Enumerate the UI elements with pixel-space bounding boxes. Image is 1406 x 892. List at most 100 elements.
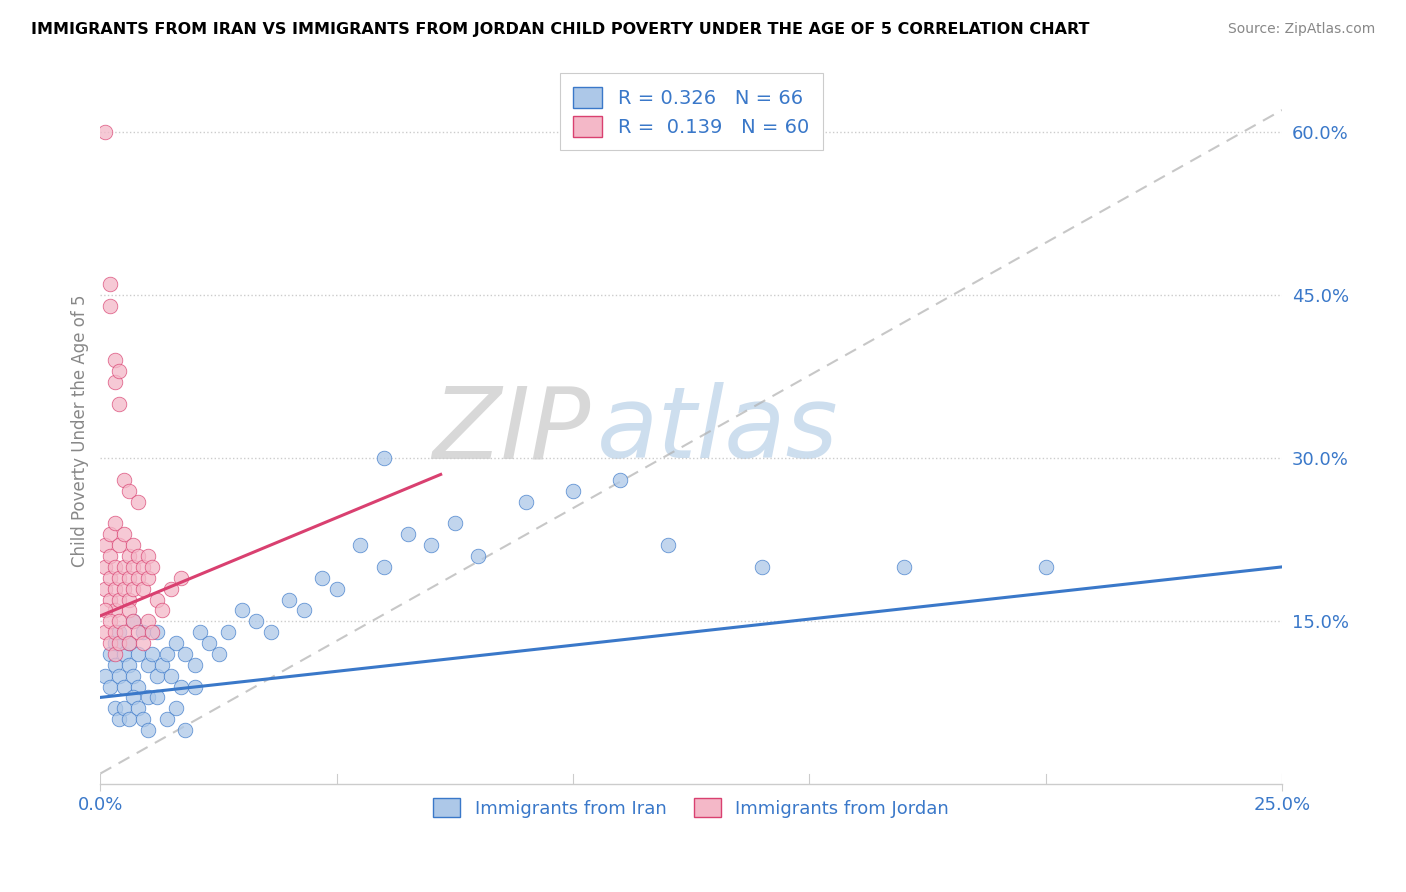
Point: [150, 603, 173, 617]
Point: [94, 582, 117, 596]
Point: [562, 483, 585, 498]
Point: [98, 614, 121, 628]
Point: [112, 527, 135, 541]
Point: [893, 560, 915, 574]
Point: [118, 571, 141, 585]
Point: [118, 483, 141, 498]
Point: [108, 397, 131, 411]
Point: [141, 625, 163, 640]
Point: [103, 657, 125, 672]
Point: [103, 353, 125, 368]
Point: [170, 680, 193, 694]
Point: [103, 647, 125, 661]
Point: [108, 364, 131, 378]
Point: [136, 549, 159, 563]
Point: [132, 582, 155, 596]
Point: [122, 582, 145, 596]
Point: [467, 549, 489, 563]
Point: [132, 636, 155, 650]
Text: Source: ZipAtlas.com: Source: ZipAtlas.com: [1227, 22, 1375, 37]
Point: [122, 560, 145, 574]
Point: [751, 560, 773, 574]
Point: [118, 657, 141, 672]
Point: [165, 701, 187, 715]
Point: [103, 516, 125, 531]
Point: [278, 592, 301, 607]
Point: [515, 494, 537, 508]
Point: [1035, 560, 1057, 574]
Text: IMMIGRANTS FROM IRAN VS IMMIGRANTS FROM JORDAN CHILD POVERTY UNDER THE AGE OF 5 : IMMIGRANTS FROM IRAN VS IMMIGRANTS FROM …: [31, 22, 1090, 37]
Point: [155, 647, 177, 661]
Point: [127, 647, 149, 661]
Point: [98, 571, 121, 585]
Point: [184, 680, 207, 694]
Point: [112, 701, 135, 715]
Point: [188, 625, 211, 640]
Point: [132, 712, 155, 726]
Point: [118, 549, 141, 563]
Point: [132, 625, 155, 640]
Point: [98, 277, 121, 291]
Point: [657, 538, 679, 552]
Point: [325, 582, 347, 596]
Point: [132, 560, 155, 574]
Point: [122, 614, 145, 628]
Point: [103, 560, 125, 574]
Point: [112, 647, 135, 661]
Point: [122, 690, 145, 705]
Point: [231, 603, 253, 617]
Point: [112, 473, 135, 487]
Point: [118, 636, 141, 650]
Point: [94, 538, 117, 552]
Point: [98, 299, 121, 313]
Point: [103, 375, 125, 389]
Point: [373, 451, 395, 466]
Point: [94, 625, 117, 640]
Point: [165, 636, 187, 650]
Point: [127, 494, 149, 508]
Point: [155, 712, 177, 726]
Point: [420, 538, 443, 552]
Point: [108, 614, 131, 628]
Y-axis label: Child Poverty Under the Age of 5: Child Poverty Under the Age of 5: [72, 294, 89, 567]
Point: [98, 680, 121, 694]
Point: [198, 636, 221, 650]
Point: [141, 560, 163, 574]
Point: [103, 625, 125, 640]
Point: [127, 549, 149, 563]
Point: [136, 571, 159, 585]
Point: [292, 603, 315, 617]
Point: [94, 560, 117, 574]
Point: [122, 614, 145, 628]
Point: [443, 516, 465, 531]
Point: [98, 549, 121, 563]
Point: [136, 690, 159, 705]
Point: [112, 625, 135, 640]
Point: [98, 592, 121, 607]
Point: [217, 625, 239, 640]
Point: [245, 614, 267, 628]
Point: [103, 603, 125, 617]
Point: [170, 571, 193, 585]
Point: [112, 560, 135, 574]
Point: [146, 592, 169, 607]
Point: [108, 668, 131, 682]
Point: [118, 603, 141, 617]
Text: atlas: atlas: [596, 383, 838, 479]
Point: [103, 636, 125, 650]
Point: [112, 680, 135, 694]
Point: [141, 647, 163, 661]
Point: [98, 527, 121, 541]
Point: [112, 582, 135, 596]
Point: [146, 690, 169, 705]
Point: [108, 625, 131, 640]
Point: [103, 701, 125, 715]
Point: [174, 723, 197, 737]
Point: [146, 668, 169, 682]
Point: [103, 582, 125, 596]
Point: [118, 636, 141, 650]
Point: [94, 668, 117, 682]
Point: [94, 603, 117, 617]
Point: [174, 647, 197, 661]
Point: [160, 668, 183, 682]
